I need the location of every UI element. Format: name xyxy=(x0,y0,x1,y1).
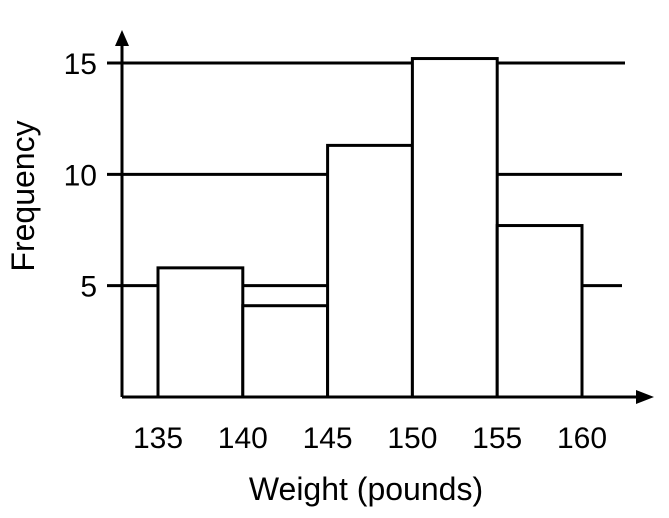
x-tick-label: 155 xyxy=(472,422,522,455)
x-axis-title: Weight (pounds) xyxy=(249,471,483,507)
x-axis-arrow-icon xyxy=(636,390,654,404)
y-tick-label: 5 xyxy=(80,271,97,304)
bar-150-155 xyxy=(410,57,499,399)
bar-155-160 xyxy=(495,224,584,399)
x-tick-label: 160 xyxy=(557,422,607,455)
y-tick-labels: 5 10 15 xyxy=(64,48,97,304)
x-tick-label: 140 xyxy=(218,422,268,455)
bars xyxy=(156,57,584,399)
bar-145-150 xyxy=(326,143,414,399)
y-tick-label: 15 xyxy=(64,48,97,81)
x-tick-label: 150 xyxy=(387,422,437,455)
axes xyxy=(115,30,654,404)
y-tick-label: 10 xyxy=(64,159,97,192)
x-tick-label: 135 xyxy=(133,422,183,455)
bar-140-145 xyxy=(241,304,330,399)
y-axis-arrow-icon xyxy=(115,30,129,46)
bar-135-140 xyxy=(156,266,245,399)
x-tick-label: 145 xyxy=(303,422,353,455)
y-axis-title: Frequency xyxy=(5,120,41,271)
x-tick-labels: 135 140 145 150 155 160 xyxy=(133,422,607,455)
